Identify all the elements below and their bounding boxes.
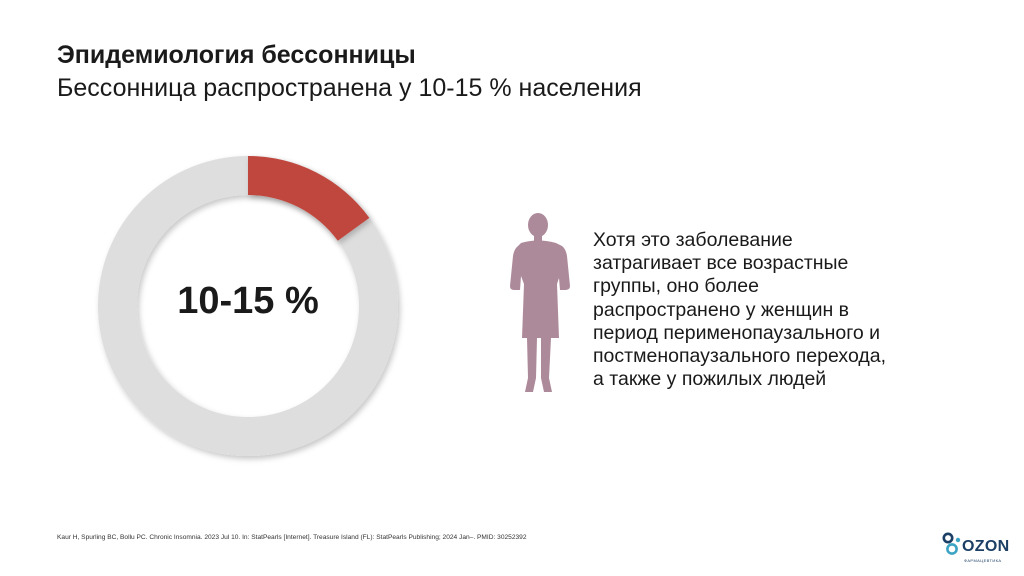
- info-line: постменопаузального перехода,: [593, 345, 887, 368]
- info-line: а также у пожилых людей: [593, 368, 827, 391]
- info-text: Хотя это заболевание затрагивает все воз…: [593, 229, 1013, 391]
- ozon-logo: OZON ФАРМАЦЕВТИКА: [940, 531, 1016, 569]
- slide-subtitle: Бессонница распространена у 10-15 % насе…: [57, 74, 642, 102]
- info-line: Хотя это заболевание: [593, 229, 793, 251]
- info-line: период перименопаузального и: [593, 321, 881, 344]
- citation-text: Kaur H, Spurling BC, Bollu PC. Chronic I…: [57, 534, 527, 541]
- info-line: группы, оно более: [593, 275, 759, 298]
- donut-highlight-segment: [248, 156, 370, 241]
- woman-silhouette-icon: [505, 212, 575, 396]
- slide-title: Эпидемиология бессонницы: [57, 41, 416, 69]
- logo-tagline: ФАРМАЦЕВТИКА: [964, 558, 1002, 563]
- info-line: распространено у женщин в: [593, 298, 850, 321]
- ozon-logo-mark-icon: [942, 532, 961, 555]
- logo-name: OZON: [962, 538, 1010, 555]
- prevalence-donut-chart: [98, 150, 398, 462]
- donut-center-value: 10-15 %: [177, 280, 319, 322]
- info-line: затрагивает все возрастные: [593, 252, 849, 275]
